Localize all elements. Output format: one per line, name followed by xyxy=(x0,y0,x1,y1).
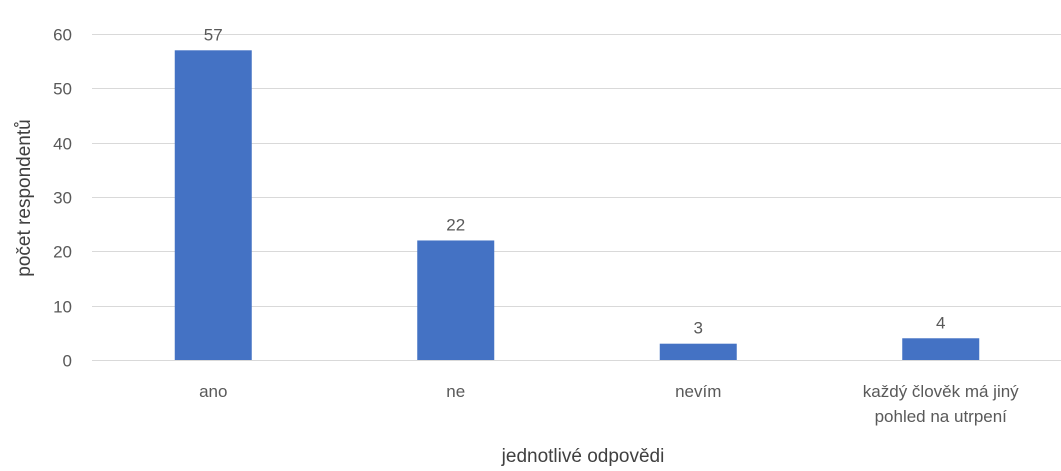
x-tick-label: ano xyxy=(199,382,227,401)
x-axis-title: jednotlivé odpovědi xyxy=(501,446,665,467)
y-tick-label: 60 xyxy=(53,26,72,45)
y-axis-title: počet respondentů xyxy=(14,119,35,276)
x-axis-categories: ano ne nevím každý člověk má jiný pohled na … xyxy=(199,382,1019,426)
bar xyxy=(659,343,737,360)
y-tick-label: 40 xyxy=(53,135,72,154)
y-tick-label: 30 xyxy=(53,189,72,208)
data-label: 22 xyxy=(446,215,465,234)
bar xyxy=(174,50,252,361)
bar xyxy=(902,338,980,360)
bars xyxy=(174,50,980,361)
y-tick-label: 20 xyxy=(53,243,72,262)
data-label: 57 xyxy=(204,25,223,44)
y-tick-label: 50 xyxy=(53,80,72,99)
gridlines xyxy=(92,34,1061,361)
x-tick-label: nevím xyxy=(675,382,721,401)
data-label: 4 xyxy=(936,313,945,332)
y-axis-ticks: 0 10 20 30 40 50 60 xyxy=(53,26,72,371)
x-tick-label: každý člověk má jiný pohled na utrpení xyxy=(863,382,1019,426)
data-label: 3 xyxy=(694,319,703,338)
bar xyxy=(417,240,495,360)
x-tick-label: ne xyxy=(446,382,465,401)
y-tick-label: 0 xyxy=(63,352,72,371)
y-tick-label: 10 xyxy=(53,298,72,317)
data-labels: 57 22 3 4 xyxy=(204,25,946,337)
